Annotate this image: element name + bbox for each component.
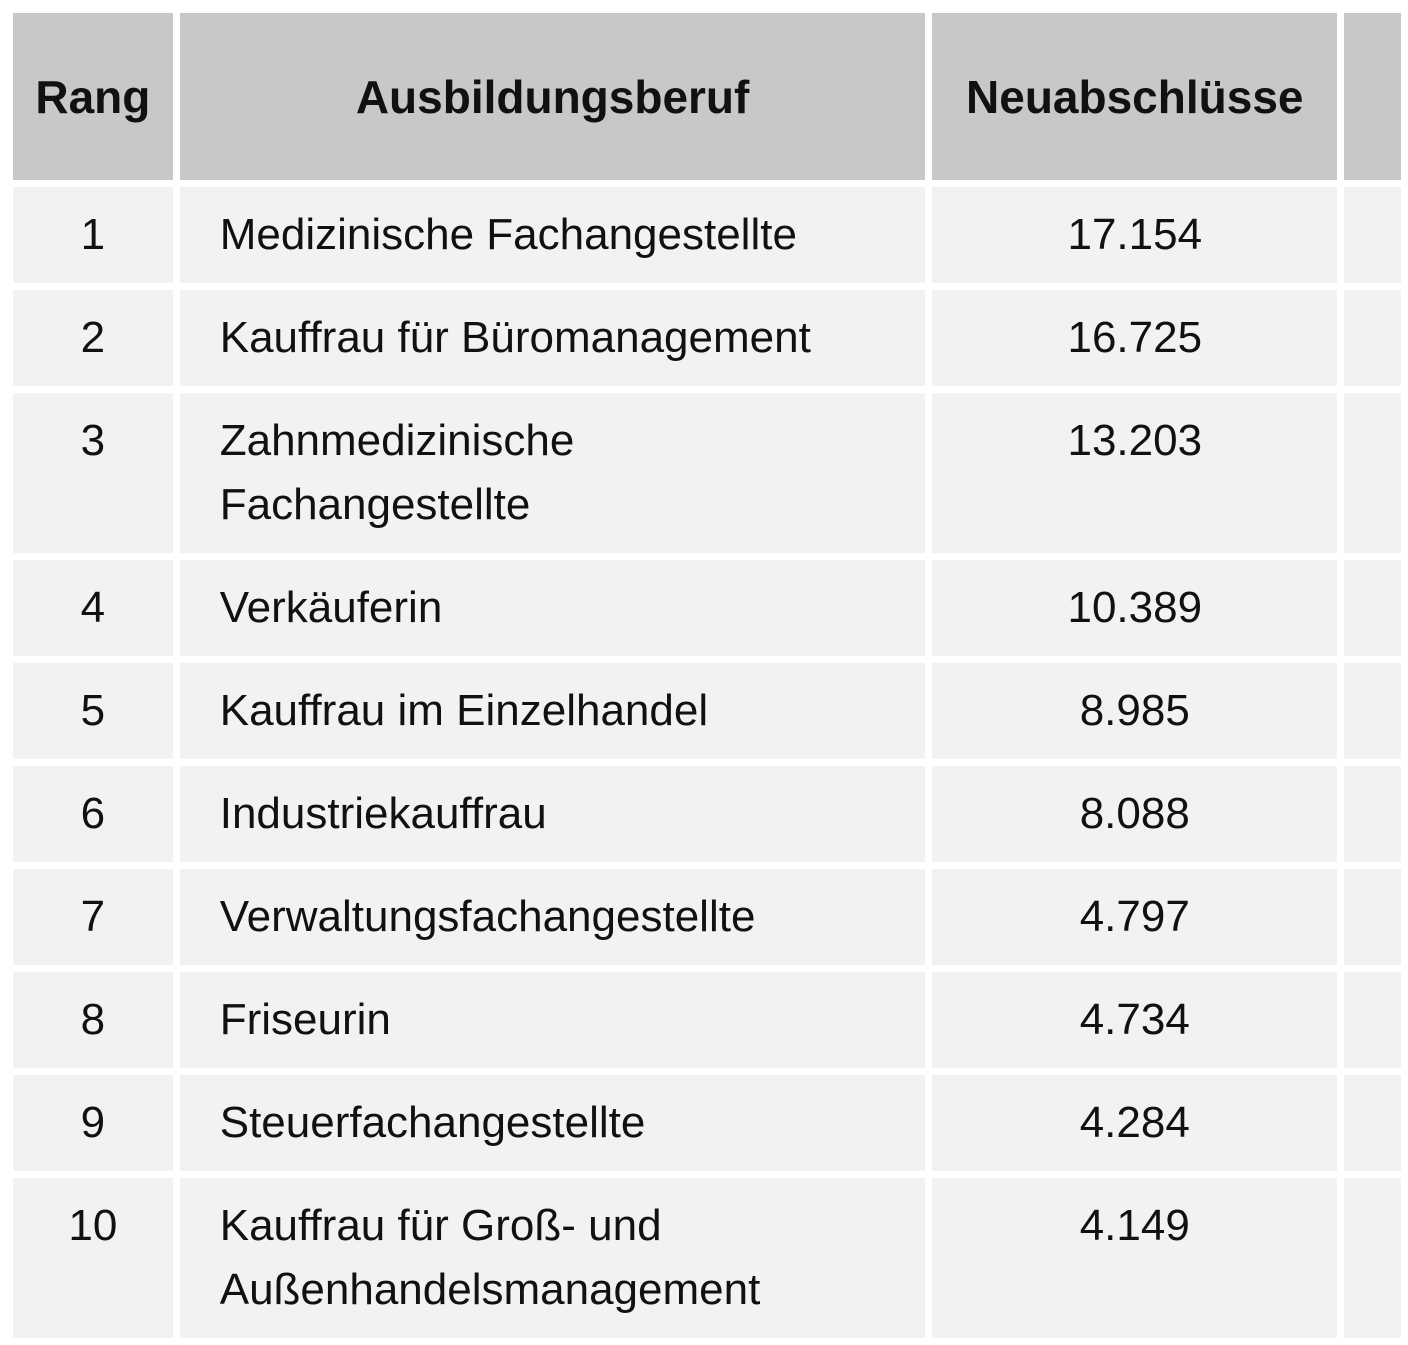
cell-rang: 1 <box>13 187 173 283</box>
cell-cutoff-column <box>1344 766 1401 862</box>
cell-beruf: Medizinische Fachangestellte <box>179 187 926 283</box>
cell-beruf: Kauffrau im Einzelhandel <box>179 663 926 759</box>
cell-cutoff-column <box>1344 663 1401 759</box>
cell-rang: 10 <box>13 1178 173 1338</box>
cell-neuabschluesse: 4.284 <box>932 1075 1338 1171</box>
cell-cutoff-column <box>1344 290 1401 386</box>
cell-cutoff-column <box>1344 972 1401 1068</box>
table-row: 8 Friseurin 4.734 <box>13 972 1401 1068</box>
table-row: 7 Verwaltungsfachangestellte 4.797 <box>13 869 1401 965</box>
cell-neuabschluesse: 8.088 <box>932 766 1338 862</box>
cell-neuabschluesse: 4.797 <box>932 869 1338 965</box>
cell-neuabschluesse: 8.985 <box>932 663 1338 759</box>
table-row: 3 Zahnmedizinische Fachangestellte 13.203 <box>13 393 1401 553</box>
cell-cutoff-column <box>1344 187 1401 283</box>
table-row: 9 Steuerfachangestellte 4.284 <box>13 1075 1401 1171</box>
table-row: 1 Medizinische Fachangestellte 17.154 <box>13 187 1401 283</box>
table-row: 6 Industriekauffrau 8.088 <box>13 766 1401 862</box>
header-cell-cutoff-column <box>1344 13 1401 180</box>
cell-rang: 2 <box>13 290 173 386</box>
cell-beruf: Kauffrau für Büromanagement <box>179 290 926 386</box>
cell-beruf: Industriekauffrau <box>179 766 926 862</box>
cell-cutoff-column <box>1344 869 1401 965</box>
cell-beruf: Steuerfachangestellte <box>179 1075 926 1171</box>
cell-rang: 3 <box>13 393 173 553</box>
table-row: 4 Verkäuferin 10.389 <box>13 560 1401 656</box>
cell-neuabschluesse: 4.149 <box>932 1178 1338 1338</box>
cell-beruf: Friseurin <box>179 972 926 1068</box>
header-cell-rang: Rang <box>13 13 173 180</box>
cell-cutoff-column <box>1344 1075 1401 1171</box>
cell-beruf: Verkäuferin <box>179 560 926 656</box>
table-row: 10 Kauffrau für Groß- und Außenhandelsman… <box>13 1178 1401 1338</box>
cell-neuabschluesse: 10.389 <box>932 560 1338 656</box>
cell-cutoff-column <box>1344 393 1401 553</box>
cell-neuabschluesse: 4.734 <box>932 972 1338 1068</box>
cell-cutoff-column <box>1344 560 1401 656</box>
table-body: 1 Medizinische Fachangestellte 17.154 2 Kauf… <box>13 187 1401 1338</box>
cell-rang: 6 <box>13 766 173 862</box>
cell-beruf: Kauffrau für Groß- und Außenhandelsmanag… <box>179 1178 926 1338</box>
header-row: Rang Ausbildungsberuf Neuabschlüsse <box>13 13 1401 180</box>
cell-rang: 7 <box>13 869 173 965</box>
cell-neuabschluesse: 17.154 <box>932 187 1338 283</box>
table-row: 2 Kauffrau für Büromanagement 16.725 <box>13 290 1401 386</box>
header-cell-ausbildungsberuf: Ausbildungsberuf <box>179 13 926 180</box>
cell-neuabschluesse: 16.725 <box>932 290 1338 386</box>
header-cell-neuabschluesse: Neuabschlüsse <box>932 13 1338 180</box>
cell-rang: 5 <box>13 663 173 759</box>
table-row: 5 Kauffrau im Einzelhandel 8.985 <box>13 663 1401 759</box>
cell-beruf: Zahnmedizinische Fachangestellte <box>179 393 926 553</box>
ausbildungsberufe-ranking-table: Rang Ausbildungsberuf Neuabschlüsse 1 Med… <box>6 6 1408 1345</box>
cell-rang: 4 <box>13 560 173 656</box>
table-header: Rang Ausbildungsberuf Neuabschlüsse <box>13 13 1401 180</box>
cell-rang: 8 <box>13 972 173 1068</box>
cell-beruf: Verwaltungsfachangestellte <box>179 869 926 965</box>
cell-neuabschluesse: 13.203 <box>932 393 1338 553</box>
cell-cutoff-column <box>1344 1178 1401 1338</box>
cell-rang: 9 <box>13 1075 173 1171</box>
